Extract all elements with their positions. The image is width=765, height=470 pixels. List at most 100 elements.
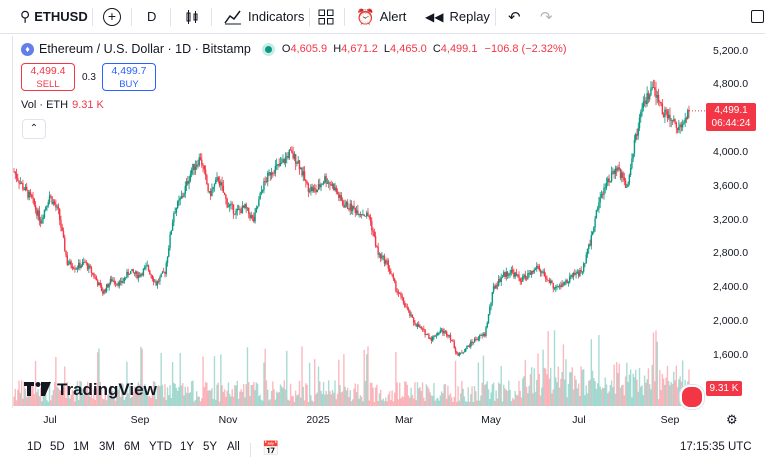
grid-icon bbox=[318, 9, 334, 24]
candle-body bbox=[179, 198, 181, 200]
range-button-5y[interactable]: 5Y bbox=[203, 441, 218, 453]
candle-body bbox=[102, 291, 104, 294]
collapse-legend-button[interactable]: ⌃ bbox=[22, 119, 46, 139]
volume-bar bbox=[28, 391, 30, 406]
candle-body bbox=[86, 263, 89, 270]
volume-bar bbox=[286, 350, 288, 406]
volume-bar bbox=[419, 386, 421, 406]
settings-gear-icon[interactable]: ⚙ bbox=[726, 412, 738, 427]
candle-body bbox=[327, 182, 330, 184]
volume-bar bbox=[110, 388, 113, 406]
candle-body bbox=[217, 177, 219, 181]
range-button-3m[interactable]: 3M bbox=[99, 441, 115, 453]
volume-bar bbox=[369, 382, 372, 406]
buy-button[interactable]: 4,499.7 BUY bbox=[102, 63, 156, 91]
candle-body bbox=[65, 250, 67, 256]
date-range-button[interactable]: 📅 bbox=[262, 440, 279, 457]
candle-body bbox=[187, 181, 189, 184]
candle-body bbox=[353, 205, 355, 209]
volume-bar bbox=[221, 385, 223, 406]
alert-button[interactable]: ⏰ Alert bbox=[356, 8, 407, 26]
replay-button[interactable]: ◀◀ Replay bbox=[425, 9, 490, 24]
candle-body bbox=[128, 273, 131, 275]
candle-body bbox=[575, 272, 577, 275]
candle-body bbox=[145, 266, 147, 268]
chart-pane[interactable] bbox=[12, 36, 765, 408]
candle-body bbox=[656, 94, 658, 98]
range-button-all[interactable]: All bbox=[227, 441, 240, 453]
range-button-5d[interactable]: 5D bbox=[50, 441, 65, 453]
candle-body bbox=[610, 172, 613, 182]
volume-bar bbox=[409, 397, 411, 406]
candle-body bbox=[669, 114, 671, 121]
volume-bar bbox=[116, 386, 118, 406]
candle-body bbox=[500, 277, 502, 282]
volume-bar bbox=[65, 397, 67, 406]
range-button-1m[interactable]: 1M bbox=[73, 441, 89, 453]
candle-body bbox=[562, 283, 565, 285]
candle-body bbox=[78, 262, 80, 269]
candle-body bbox=[628, 175, 631, 184]
range-button-1y[interactable]: 1Y bbox=[180, 441, 195, 453]
candle-body bbox=[572, 272, 575, 277]
candle-body bbox=[437, 332, 439, 336]
candle-body bbox=[316, 189, 318, 193]
volume-bar bbox=[585, 385, 587, 406]
volume-bar bbox=[29, 396, 32, 406]
candle-body bbox=[566, 280, 568, 284]
candle-body bbox=[386, 260, 388, 262]
candle-body bbox=[132, 269, 134, 273]
candle-body bbox=[527, 273, 529, 279]
candle-body bbox=[613, 171, 615, 174]
volume-bar bbox=[420, 390, 422, 406]
volume-bar bbox=[621, 385, 623, 406]
candle-body bbox=[335, 187, 337, 192]
chart-type-button[interactable] bbox=[184, 0, 200, 33]
fullscreen-button[interactable] bbox=[751, 0, 764, 33]
volume-bar bbox=[46, 400, 48, 406]
utc-clock[interactable]: 17:15:35 UTC bbox=[680, 441, 752, 453]
volume-bar bbox=[657, 399, 660, 406]
volume-bar bbox=[182, 383, 184, 406]
candle-body bbox=[97, 280, 99, 286]
candle-body bbox=[410, 314, 412, 316]
volume-bar bbox=[275, 391, 278, 406]
range-button-1d[interactable]: 1D bbox=[27, 441, 42, 453]
compare-button[interactable]: + bbox=[103, 0, 121, 33]
volume-bar bbox=[132, 391, 134, 406]
candle-body bbox=[470, 341, 472, 347]
volume-bar bbox=[188, 393, 190, 406]
sell-button[interactable]: 4,499.4 SELL bbox=[21, 63, 75, 91]
candle-body bbox=[457, 353, 459, 356]
candle-body bbox=[142, 268, 145, 276]
undo-button[interactable]: ↶ bbox=[508, 0, 521, 33]
range-button-ytd[interactable]: YTD bbox=[149, 441, 172, 453]
candle-body bbox=[506, 271, 509, 276]
indicators-button[interactable]: Indicators bbox=[224, 0, 304, 33]
interval-button[interactable]: D bbox=[147, 9, 157, 24]
range-button-6m[interactable]: 6M bbox=[124, 441, 140, 453]
volume-bar bbox=[13, 396, 15, 406]
volume-bar bbox=[137, 382, 140, 406]
volume-bar bbox=[248, 381, 250, 406]
candle-body bbox=[51, 196, 53, 204]
volume-bar bbox=[201, 398, 203, 406]
volume-bar bbox=[678, 379, 680, 406]
volume-bar bbox=[198, 396, 200, 406]
volume-bar bbox=[543, 367, 546, 406]
volume-bar bbox=[220, 354, 222, 406]
rewind-icon: ◀◀ bbox=[425, 9, 444, 24]
candle-body bbox=[254, 212, 256, 222]
candle-body bbox=[586, 249, 589, 255]
layouts-button[interactable] bbox=[318, 0, 334, 33]
volume-bar bbox=[165, 399, 167, 406]
symbol-search[interactable]: ⚲ ETHUSD bbox=[20, 0, 88, 33]
redo-button[interactable]: ↷ bbox=[540, 0, 553, 33]
candle-body bbox=[657, 94, 660, 102]
candle-body bbox=[666, 111, 669, 119]
candle-body bbox=[314, 187, 316, 189]
candle-body bbox=[402, 297, 405, 304]
candle-body bbox=[255, 208, 258, 213]
volume-bar bbox=[643, 375, 646, 406]
